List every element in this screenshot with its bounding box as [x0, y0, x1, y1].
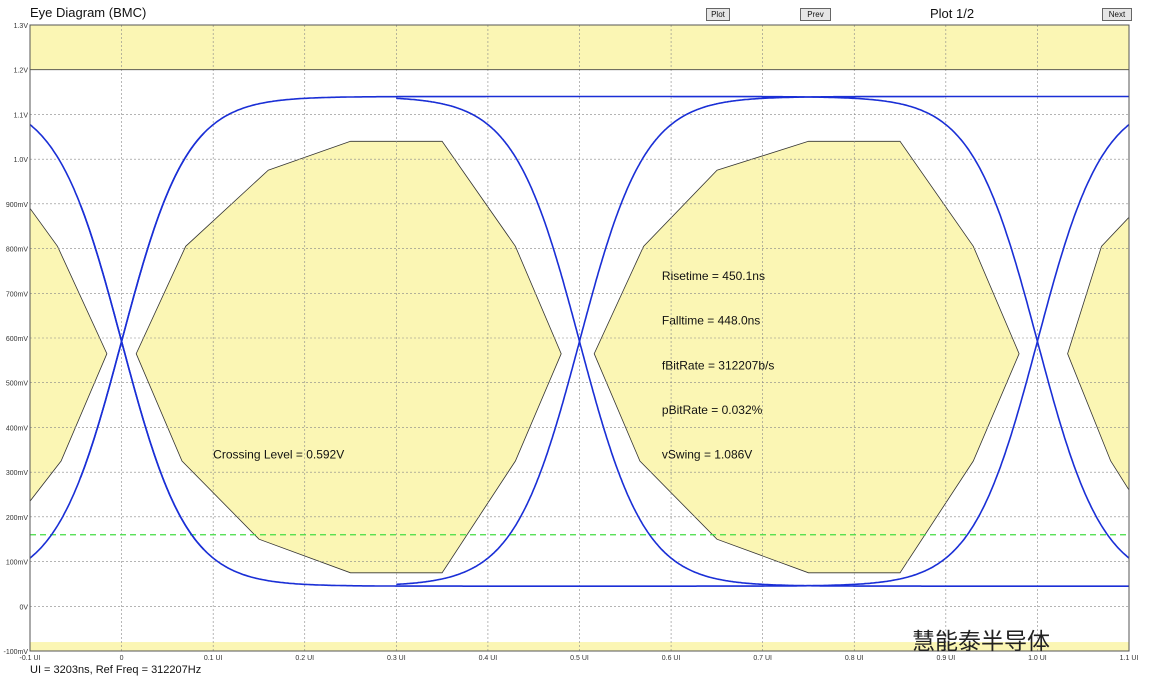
y-tick-label: 200mV [6, 515, 29, 522]
eye-mask-4 [1067, 216, 1129, 491]
y-tick-label: 600mV [6, 336, 29, 343]
trace-early-rise [79, 132, 205, 479]
x-tick-label: -0.1 UI [19, 655, 40, 662]
x-tick-label: 1.0 UI [1028, 655, 1047, 662]
x-tick-label: 0.5 UI [570, 655, 589, 662]
y-tick-label: 1.2V [14, 68, 29, 75]
plot-button[interactable]: Plot [706, 8, 730, 21]
eye-mask-3 [30, 207, 108, 502]
annotation: pBitRate = 0.032% [662, 403, 763, 417]
annotation: fBitRate = 312207b/s [662, 358, 774, 372]
y-tick-label: 800mV [6, 247, 29, 254]
plot-border [29, 24, 1130, 652]
x-tick-label: 0.1 UI [204, 655, 223, 662]
trace-early-fall [79, 204, 205, 551]
prev-button[interactable]: Prev [800, 8, 831, 21]
eye-mask-1 [135, 140, 562, 574]
x-tick-label: 0.7 UI [753, 655, 772, 662]
watermark-text: 慧能泰半导体 [912, 629, 1050, 655]
eye-mask-2 [593, 140, 1020, 574]
y-tick-label: 1.0V [14, 157, 29, 164]
annotation: Risetime = 450.1ns [662, 269, 765, 283]
trace-mid-pulse-fall-rise [396, 97, 1129, 587]
x-tick-label: 0.9 UI [936, 655, 955, 662]
y-tick-label: 500mV [6, 381, 29, 388]
x-tick-label: 0.3 UI [387, 655, 406, 662]
y-tick-label: 300mV [6, 470, 29, 477]
y-tick-label: 1.1V [14, 112, 29, 119]
plot-number: Plot 1/2 [930, 6, 975, 21]
y-tick-label: 900mV [6, 202, 29, 209]
annotation: vSwing = 1.086V [662, 448, 752, 462]
x-tick-label: 0.2 UI [295, 655, 314, 662]
x-tick-label: 0.4 UI [479, 655, 498, 662]
y-tick-label: 700mV [6, 291, 29, 298]
x-tick-label: 0.6 UI [662, 655, 681, 662]
y-tick-label: 0V [19, 604, 28, 611]
next-button[interactable]: Next [1102, 8, 1132, 21]
x-tick-label: 0 [120, 655, 124, 662]
y-tick-label: -100mV [3, 649, 28, 656]
trace-low-pulse [30, 123, 1129, 587]
trace-mid-pulse-rise-fall [396, 95, 1129, 586]
y-tick-label: 400mV [6, 425, 29, 432]
x-tick-label: 0.8 UI [845, 655, 864, 662]
trace-high-pulse [30, 95, 1129, 559]
chart-title: Eye Diagram (BMC) [30, 5, 147, 20]
mask-band-top [30, 25, 1129, 70]
y-tick-label: 100mV [6, 560, 29, 567]
y-tick-label: 1.3V [14, 23, 29, 30]
annotation: Crossing Level = 0.592V [213, 448, 344, 462]
x-tick-label: 1.1 UI [1120, 655, 1139, 662]
annotation: Falltime = 448.0ns [662, 314, 760, 328]
footer-info: UI = 3203ns, Ref Freq = 312207Hz [30, 664, 202, 676]
